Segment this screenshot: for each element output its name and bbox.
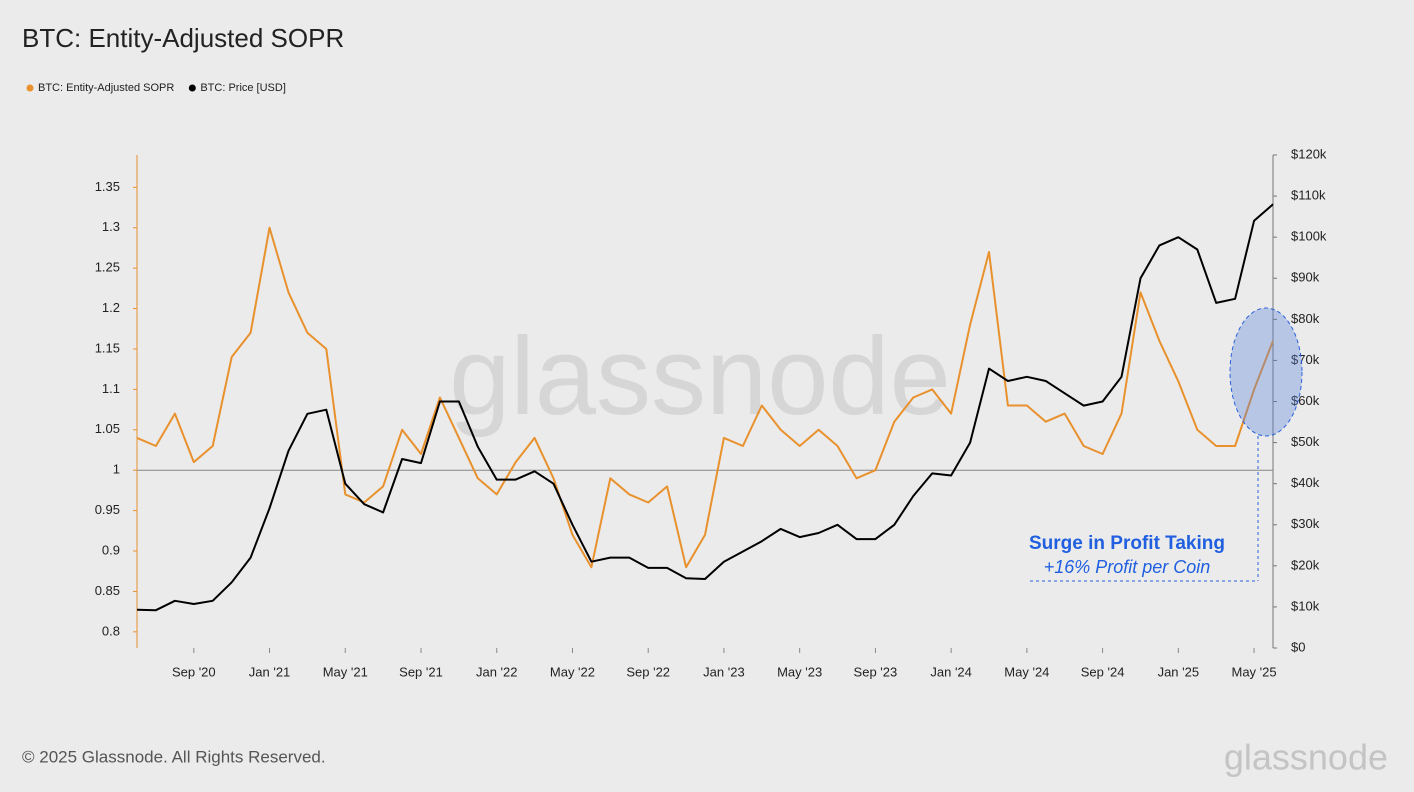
x-tick-label: May '21 (323, 664, 368, 679)
y-tick-label: 0.85 (95, 583, 120, 598)
y2-tick-label: $10k (1291, 598, 1320, 613)
annotation: Surge in Profit Taking (1029, 533, 1225, 554)
y2-tick-label: $110k (1291, 188, 1326, 203)
y-tick-label: 1.3 (102, 219, 120, 234)
legend-swatch (188, 84, 196, 92)
annotation: +16% Profit per Coin (1044, 557, 1211, 577)
y2-tick-label: $100k (1291, 229, 1327, 244)
x-tick-label: Jan '23 (703, 664, 745, 679)
highlight (1229, 307, 1303, 437)
y2-tick-label: $90k (1291, 270, 1320, 285)
x-tick-label: Jan '22 (476, 664, 518, 679)
y2-tick-label: $120k (1291, 146, 1327, 161)
x-tick-label: May '25 (1232, 664, 1277, 679)
y-tick-label: 0.95 (95, 502, 120, 517)
y2-tick-label: $70k (1291, 352, 1320, 367)
y-tick-label: 0.9 (102, 542, 120, 557)
y2-tick-label: $80k (1291, 311, 1320, 326)
logo: glassnode (1224, 737, 1388, 778)
series-line (136, 226, 1274, 569)
x-tick-label: Sep '24 (1081, 664, 1125, 679)
legend-swatch (26, 84, 34, 92)
footer: © 2025 Glassnode. All Rights Reserved. (22, 747, 326, 766)
y2-tick-label: $20k (1291, 557, 1320, 572)
x-tick-label: Sep '23 (854, 664, 898, 679)
legend-label: BTC: Entity-Adjusted SOPR (38, 82, 174, 94)
x-tick-label: Sep '22 (626, 664, 670, 679)
y-tick-label: 1.1 (102, 381, 120, 396)
y2-tick-label: $0 (1291, 639, 1305, 654)
x-tick-label: Sep '20 (172, 664, 216, 679)
watermark: glassnode (449, 315, 951, 438)
x-tick-label: Jan '25 (1158, 664, 1200, 679)
y2-tick-label: $40k (1291, 475, 1320, 490)
y-tick-label: 1.25 (95, 260, 120, 275)
y-tick-label: 1.15 (95, 340, 120, 355)
y2-tick-label: $60k (1291, 393, 1320, 408)
x-tick-label: May '24 (1004, 664, 1049, 679)
y-tick-label: 1.05 (95, 421, 120, 436)
x-tick-label: May '23 (777, 664, 822, 679)
chart-title: BTC: Entity-Adjusted SOPR (22, 23, 344, 53)
y-tick-label: 0.8 (102, 623, 120, 638)
legend-label: BTC: Price [USD] (200, 82, 286, 94)
x-tick-label: Jan '21 (249, 664, 291, 679)
y-tick-label: 1 (113, 462, 120, 477)
series-line (136, 203, 1274, 612)
y2-tick-label: $50k (1291, 434, 1320, 449)
x-tick-label: Sep '21 (399, 664, 443, 679)
y2-tick-label: $30k (1291, 516, 1320, 531)
x-tick-label: May '22 (550, 664, 595, 679)
y-tick-label: 1.2 (102, 300, 120, 315)
y-tick-label: 1.35 (95, 179, 120, 194)
x-tick-label: Jan '24 (930, 664, 972, 679)
